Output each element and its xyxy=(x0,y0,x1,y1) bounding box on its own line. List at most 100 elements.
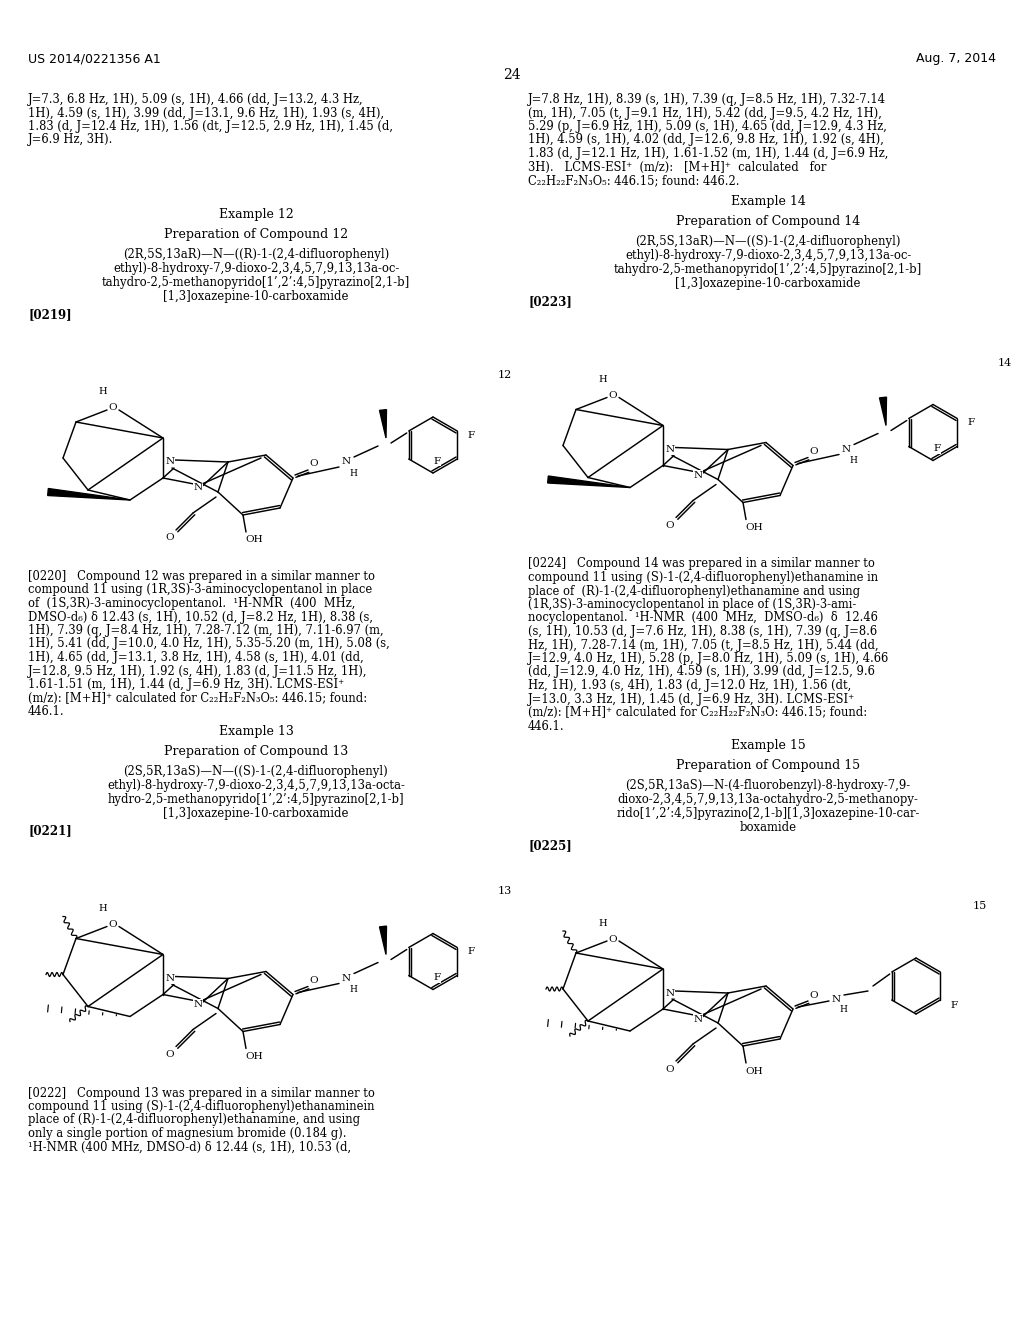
Text: J=7.8 Hz, 1H), 8.39 (s, 1H), 7.39 (q, J=8.5 Hz, 1H), 7.32-7.14: J=7.8 Hz, 1H), 8.39 (s, 1H), 7.39 (q, J=… xyxy=(528,92,886,106)
Text: O: O xyxy=(309,459,318,469)
Text: H: H xyxy=(98,904,108,913)
Text: 1H), 5.41 (dd, J=10.0, 4.0 Hz, 1H), 5.35-5.20 (m, 1H), 5.08 (s,: 1H), 5.41 (dd, J=10.0, 4.0 Hz, 1H), 5.35… xyxy=(28,638,390,651)
Text: 1.83 (d, J=12.1 Hz, 1H), 1.61-1.52 (m, 1H), 1.44 (d, J=6.9 Hz,: 1.83 (d, J=12.1 Hz, 1H), 1.61-1.52 (m, 1… xyxy=(528,147,889,160)
Text: N: N xyxy=(166,458,174,466)
Text: Example 15: Example 15 xyxy=(731,739,805,752)
Text: [0221]: [0221] xyxy=(28,825,72,837)
Text: (s, 1H), 10.53 (d, J=7.6 Hz, 1H), 8.38 (s, 1H), 7.39 (q, J=8.6: (s, 1H), 10.53 (d, J=7.6 Hz, 1H), 8.38 (… xyxy=(528,624,878,638)
Text: N: N xyxy=(831,994,841,1003)
Text: place of  (R)-1-(2,4-difluorophenyl)ethanamine and using: place of (R)-1-(2,4-difluorophenyl)ethan… xyxy=(528,585,860,598)
Text: N: N xyxy=(693,471,702,480)
Text: [0222]   Compound 13 was prepared in a similar manner to: [0222] Compound 13 was prepared in a sim… xyxy=(28,1086,375,1100)
Text: 1H), 7.39 (q, J=8.4 Hz, 1H), 7.28-7.12 (m, 1H), 7.11-6.97 (m,: 1H), 7.39 (q, J=8.4 Hz, 1H), 7.28-7.12 (… xyxy=(28,624,384,638)
Text: OH: OH xyxy=(745,1067,763,1076)
Text: Preparation of Compound 13: Preparation of Compound 13 xyxy=(164,744,348,758)
Text: (m/z): [M+H]⁺ calculated for C₂₂H₂₂F₂N₃O: 446.15; found:: (m/z): [M+H]⁺ calculated for C₂₂H₂₂F₂N₃O… xyxy=(528,706,867,719)
Text: dioxo-2,3,4,5,7,9,13,13a-octahydro-2,5-methanopy-: dioxo-2,3,4,5,7,9,13,13a-octahydro-2,5-m… xyxy=(617,793,919,807)
Text: O: O xyxy=(109,404,118,412)
Text: J=13.0, 3.3 Hz, 1H), 1.45 (d, J=6.9 Hz, 3H). LCMS-ESI⁺: J=13.0, 3.3 Hz, 1H), 1.45 (d, J=6.9 Hz, … xyxy=(528,693,855,705)
Text: OH: OH xyxy=(245,1052,263,1061)
Text: O: O xyxy=(608,391,617,400)
Text: [0223]: [0223] xyxy=(528,296,571,309)
Text: compound 11 using (1R,3S)-3-aminocyclopentanol in place: compound 11 using (1R,3S)-3-aminocyclope… xyxy=(28,583,373,597)
Text: 1.61-1.51 (m, 1H), 1.44 (d, J=6.9 Hz, 3H). LCMS-ESI⁺: 1.61-1.51 (m, 1H), 1.44 (d, J=6.9 Hz, 3H… xyxy=(28,678,344,690)
Text: O: O xyxy=(608,935,617,944)
Text: J=12.8, 9.5 Hz, 1H), 1.92 (s, 4H), 1.83 (d, J=11.5 Hz, 1H),: J=12.8, 9.5 Hz, 1H), 1.92 (s, 4H), 1.83 … xyxy=(28,664,368,677)
Text: 446.1.: 446.1. xyxy=(28,705,65,718)
Text: N: N xyxy=(666,989,675,998)
Text: J=6.9 Hz, 3H).: J=6.9 Hz, 3H). xyxy=(28,133,114,147)
Text: only a single portion of magnesium bromide (0.184 g).: only a single portion of magnesium bromi… xyxy=(28,1127,346,1140)
Text: tahydro-2,5-methanopyrido[1’,2’:4,5]pyrazino[2,1-b]: tahydro-2,5-methanopyrido[1’,2’:4,5]pyra… xyxy=(613,264,923,276)
Text: [0224]   Compound 14 was prepared in a similar manner to: [0224] Compound 14 was prepared in a sim… xyxy=(528,557,874,570)
Text: 24: 24 xyxy=(503,69,521,82)
Text: F: F xyxy=(433,973,440,982)
Text: [1,3]oxazepine-10-carboxamide: [1,3]oxazepine-10-carboxamide xyxy=(163,290,349,304)
Text: N: N xyxy=(166,974,174,983)
Text: H: H xyxy=(349,469,357,478)
Text: (2S,5R,13aS)—N—((S)-1-(2,4-difluorophenyl): (2S,5R,13aS)—N—((S)-1-(2,4-difluoropheny… xyxy=(124,764,388,777)
Text: Aug. 7, 2014: Aug. 7, 2014 xyxy=(916,51,996,65)
Text: J=7.3, 6.8 Hz, 1H), 5.09 (s, 1H), 4.66 (dd, J=13.2, 4.3 Hz,: J=7.3, 6.8 Hz, 1H), 5.09 (s, 1H), 4.66 (… xyxy=(28,92,364,106)
Text: hydro-2,5-methanopyrido[1’,2’:4,5]pyrazino[2,1-b]: hydro-2,5-methanopyrido[1’,2’:4,5]pyrazi… xyxy=(108,792,404,805)
Text: O: O xyxy=(810,990,818,999)
Text: F: F xyxy=(468,946,475,956)
Text: O: O xyxy=(810,447,818,455)
Text: (2S,5R,13aS)—N-(4-fluorobenzyl)-8-hydroxy-7,9-: (2S,5R,13aS)—N-(4-fluorobenzyl)-8-hydrox… xyxy=(626,779,910,792)
Text: (m, 1H), 7.05 (t, J=9.1 Hz, 1H), 5.42 (dd, J=9.5, 4.2 Hz, 1H),: (m, 1H), 7.05 (t, J=9.1 Hz, 1H), 5.42 (d… xyxy=(528,107,882,120)
Polygon shape xyxy=(548,477,630,487)
Text: H: H xyxy=(98,388,108,396)
Text: H: H xyxy=(839,1006,847,1015)
Text: boxamide: boxamide xyxy=(739,821,797,834)
Text: O: O xyxy=(166,533,174,543)
Text: US 2014/0221356 A1: US 2014/0221356 A1 xyxy=(28,51,161,65)
Text: N: N xyxy=(666,445,675,454)
Text: J=12.9, 4.0 Hz, 1H), 5.28 (p, J=8.0 Hz, 1H), 5.09 (s, 1H), 4.66: J=12.9, 4.0 Hz, 1H), 5.28 (p, J=8.0 Hz, … xyxy=(528,652,889,665)
Text: N: N xyxy=(693,1015,702,1023)
Text: O: O xyxy=(166,1049,174,1059)
Text: Preparation of Compound 12: Preparation of Compound 12 xyxy=(164,228,348,242)
Text: tahydro-2,5-methanopyrido[1’,2’:4,5]pyrazino[2,1-b]: tahydro-2,5-methanopyrido[1’,2’:4,5]pyra… xyxy=(101,276,411,289)
Text: 13: 13 xyxy=(498,887,512,896)
Text: 5.29 (p, J=6.9 Hz, 1H), 5.09 (s, 1H), 4.65 (dd, J=12.9, 4.3 Hz,: 5.29 (p, J=6.9 Hz, 1H), 5.09 (s, 1H), 4.… xyxy=(528,120,887,133)
Text: F: F xyxy=(468,430,475,440)
Text: O: O xyxy=(666,1064,675,1073)
Text: [0220]   Compound 12 was prepared in a similar manner to: [0220] Compound 12 was prepared in a sim… xyxy=(28,570,375,583)
Text: (1R,3S)-3-aminocyclopentanol in place of (1S,3R)-3-ami-: (1R,3S)-3-aminocyclopentanol in place of… xyxy=(528,598,856,611)
Text: N: N xyxy=(341,458,350,466)
Text: place of (R)-1-(2,4-difluorophenyl)ethanamine, and using: place of (R)-1-(2,4-difluorophenyl)ethan… xyxy=(28,1114,360,1126)
Text: ethyl)-8-hydroxy-7,9-dioxo-2,3,4,5,7,9,13,13a-oc-: ethyl)-8-hydroxy-7,9-dioxo-2,3,4,5,7,9,1… xyxy=(625,249,911,263)
Text: O: O xyxy=(309,975,318,985)
Text: F: F xyxy=(433,457,440,466)
Text: F: F xyxy=(950,1001,957,1010)
Text: [0219]: [0219] xyxy=(28,308,72,321)
Text: ¹H-NMR (400 MHz, DMSO-d) δ 12.44 (s, 1H), 10.53 (d,: ¹H-NMR (400 MHz, DMSO-d) δ 12.44 (s, 1H)… xyxy=(28,1140,351,1154)
Text: 15: 15 xyxy=(973,902,987,911)
Text: (2R,5S,13aR)—N—((S)-1-(2,4-difluorophenyl): (2R,5S,13aR)—N—((S)-1-(2,4-difluoropheny… xyxy=(635,235,901,248)
Text: (dd, J=12.9, 4.0 Hz, 1H), 4.59 (s, 1H), 3.99 (dd, J=12.5, 9.6: (dd, J=12.9, 4.0 Hz, 1H), 4.59 (s, 1H), … xyxy=(528,665,874,678)
Text: 12: 12 xyxy=(498,370,512,380)
Text: 14: 14 xyxy=(998,358,1013,367)
Text: of  (1S,3R)-3-aminocyclopentanol.  ¹H-NMR  (400  MHz,: of (1S,3R)-3-aminocyclopentanol. ¹H-NMR … xyxy=(28,597,355,610)
Text: 1.83 (d, J=12.4 Hz, 1H), 1.56 (dt, J=12.5, 2.9 Hz, 1H), 1.45 (d,: 1.83 (d, J=12.4 Hz, 1H), 1.56 (dt, J=12.… xyxy=(28,120,393,133)
Text: rido[1’,2’:4,5]pyrazino[2,1-b][1,3]oxazepine-10-car-: rido[1’,2’:4,5]pyrazino[2,1-b][1,3]oxaze… xyxy=(616,807,920,820)
Polygon shape xyxy=(380,927,386,954)
Text: (m/z): [M+H]⁺ calculated for C₂₂H₂F₂N₃O₅: 446.15; found:: (m/z): [M+H]⁺ calculated for C₂₂H₂F₂N₃O₅… xyxy=(28,692,368,705)
Text: 446.1.: 446.1. xyxy=(528,719,564,733)
Polygon shape xyxy=(880,397,887,425)
Text: Hz, 1H), 1.93 (s, 4H), 1.83 (d, J=12.0 Hz, 1H), 1.56 (dt,: Hz, 1H), 1.93 (s, 4H), 1.83 (d, J=12.0 H… xyxy=(528,678,851,692)
Text: F: F xyxy=(934,444,941,453)
Text: 1H), 4.59 (s, 1H), 4.02 (dd, J=12.6, 9.8 Hz, 1H), 1.92 (s, 4H),: 1H), 4.59 (s, 1H), 4.02 (dd, J=12.6, 9.8… xyxy=(528,133,884,147)
Text: 1H), 4.59 (s, 1H), 3.99 (dd, J=13.1, 9.6 Hz, 1H), 1.93 (s, 4H),: 1H), 4.59 (s, 1H), 3.99 (dd, J=13.1, 9.6… xyxy=(28,107,384,120)
Text: (2R,5S,13aR)—N—((R)-1-(2,4-difluorophenyl): (2R,5S,13aR)—N—((R)-1-(2,4-difluoropheny… xyxy=(123,248,389,261)
Text: Preparation of Compound 14: Preparation of Compound 14 xyxy=(676,215,860,228)
Text: O: O xyxy=(109,920,118,929)
Text: O: O xyxy=(666,521,675,531)
Text: C₂₂H₂₂F₂N₃O₅: 446.15; found: 446.2.: C₂₂H₂₂F₂N₃O₅: 446.15; found: 446.2. xyxy=(528,174,739,187)
Text: Preparation of Compound 15: Preparation of Compound 15 xyxy=(676,759,860,772)
Text: ethyl)-8-hydroxy-7,9-dioxo-2,3,4,5,7,9,13,13a-octa-: ethyl)-8-hydroxy-7,9-dioxo-2,3,4,5,7,9,1… xyxy=(108,779,404,792)
Text: compound 11 using (S)-1-(2,4-difluorophenyl)ethanamine in: compound 11 using (S)-1-(2,4-difluorophe… xyxy=(528,572,879,583)
Text: F: F xyxy=(968,418,975,426)
Polygon shape xyxy=(48,488,130,500)
Text: H: H xyxy=(349,985,357,994)
